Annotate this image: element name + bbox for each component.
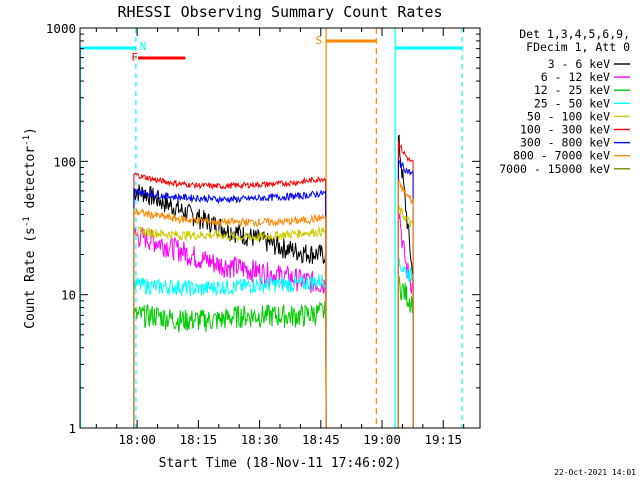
saa-label: S — [316, 34, 323, 47]
legend-label: 25 - 50 keV — [534, 96, 610, 110]
chart-title: RHESSI Observing Summary Count Rates — [117, 3, 442, 21]
x-tick-label: 19:00 — [363, 432, 401, 447]
series-line-50-100-kev-b — [397, 203, 414, 428]
series-line-6-12-kev-b — [397, 209, 414, 428]
legend-label: 50 - 100 keV — [527, 109, 610, 123]
x-tick-label: 18:30 — [241, 432, 279, 447]
legend-header-1: Det 1,3,4,5,6,9, — [519, 27, 630, 41]
y-tick-label: 10 — [61, 288, 76, 303]
x-tick-label: 18:00 — [118, 432, 156, 447]
series-line-25-50-kev-b — [397, 257, 414, 428]
legend-header-2: FDecim 1, Att 0 — [526, 40, 630, 54]
legend-label: 300 - 800 keV — [520, 136, 610, 150]
legend-label: 3 - 6 keV — [548, 57, 610, 71]
flare-label: F — [131, 51, 138, 64]
y-axis-label: Count Rate (s-1 detector-1) — [22, 127, 38, 329]
series-line-800-7000-kev-b — [397, 178, 414, 428]
series-line-300-800-kev — [133, 188, 327, 429]
night-label: N — [140, 40, 147, 53]
series-line-100-300-kev — [133, 172, 327, 429]
x-tick-label: 19:15 — [424, 432, 462, 447]
legend-label: 100 - 300 keV — [520, 123, 610, 137]
legend: Det 1,3,4,5,6,9, FDecim 1, Att 0 3 - 6 k… — [499, 27, 630, 176]
legend-label: 6 - 12 keV — [541, 70, 610, 84]
series-line-100-300-kev-b — [397, 140, 414, 428]
series-line-12-25-kev — [133, 301, 327, 429]
series-line-3-6-kev-b — [397, 134, 414, 428]
x-tick-label: 18:15 — [180, 432, 218, 447]
legend-label: 7000 - 15000 keV — [499, 162, 610, 176]
footer-date: 22-Oct-2021 14:01 — [554, 468, 636, 477]
x-axis-label: Start Time (18-Nov-11 17:46:02) — [159, 456, 402, 471]
series-line-300-800-kev-b — [397, 158, 414, 428]
series-line-50-100-kev — [133, 225, 327, 429]
y-tick-label: 100 — [53, 154, 76, 169]
x-tick-label: 18:45 — [302, 432, 340, 447]
series-line-25-50-kev — [133, 274, 327, 429]
y-tick-label: 1000 — [46, 21, 76, 36]
series-line-800-7000-kev — [133, 208, 327, 429]
legend-label: 12 - 25 keV — [534, 83, 610, 97]
legend-label: 800 - 7000 keV — [513, 149, 610, 163]
y-tick-label: 1 — [68, 421, 76, 436]
series-line-12-25-kev-b — [397, 275, 414, 428]
